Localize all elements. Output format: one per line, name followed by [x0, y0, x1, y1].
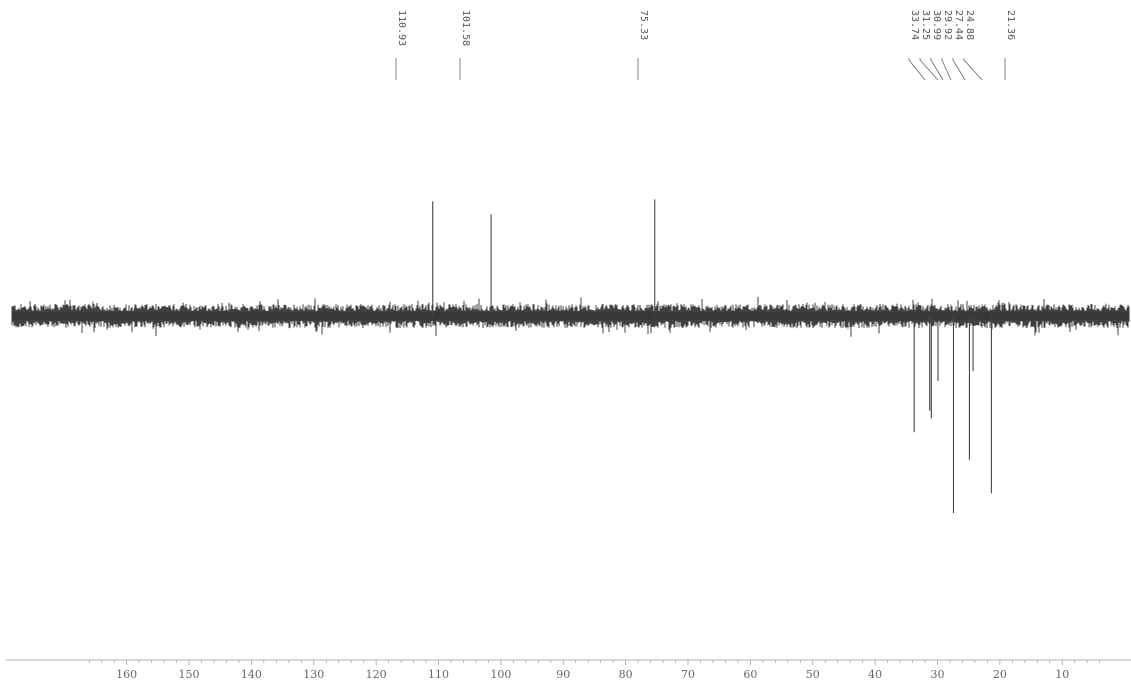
peak-label-4: 31.25 [920, 10, 931, 40]
peak-leader-7 [952, 58, 966, 81]
tick-label-30: 30 [930, 668, 944, 681]
noise-band [12, 312, 1129, 320]
tick-label-70: 70 [681, 668, 695, 681]
tick-label-160: 160 [116, 668, 137, 681]
tick-label-40: 40 [868, 668, 882, 681]
peak-label-2: 75.33 [638, 10, 649, 40]
tick-label-10: 10 [1055, 668, 1069, 681]
tick-label-50: 50 [806, 668, 820, 681]
peak-label-5: 30.99 [931, 10, 942, 40]
peak-label-9: 21.36 [1005, 10, 1016, 40]
tick-label-120: 120 [366, 668, 387, 681]
peak-leader-6 [941, 58, 952, 81]
peak-leader-4 [919, 58, 939, 81]
tick-label-80: 80 [619, 668, 633, 681]
peak-leader-8 [963, 58, 983, 81]
tick-label-130: 130 [303, 668, 324, 681]
peak-label-0: 110.93 [396, 10, 407, 46]
peak-label-6: 29.92 [942, 10, 953, 40]
tick-label-150: 150 [179, 668, 200, 681]
peak-leader-5 [930, 58, 944, 81]
peak-labels: 110.93 101.58 75.33 33.74 31.25 30.99 29.92 27.… [395, 10, 1016, 81]
baseline-noise [11, 296, 1130, 337]
tick-label-20: 20 [993, 668, 1007, 681]
tick-label-90: 90 [556, 668, 570, 681]
x-axis: 160 150 140 130 120 110 100 90 80 70 60 50 40 30 20 10 [6, 659, 1131, 681]
spectrum-peaks [432, 199, 992, 513]
peak-label-3: 33.74 [909, 10, 920, 40]
tick-label-60: 60 [743, 668, 757, 681]
tick-label-140: 140 [241, 668, 262, 681]
peak-label-8: 24.88 [964, 10, 975, 40]
peak-label-7: 27.44 [953, 10, 964, 40]
peak-leader-3 [908, 58, 926, 81]
tick-label-110: 110 [428, 668, 449, 681]
peak-label-1: 101.58 [460, 10, 471, 46]
tick-label-100: 100 [490, 668, 511, 681]
